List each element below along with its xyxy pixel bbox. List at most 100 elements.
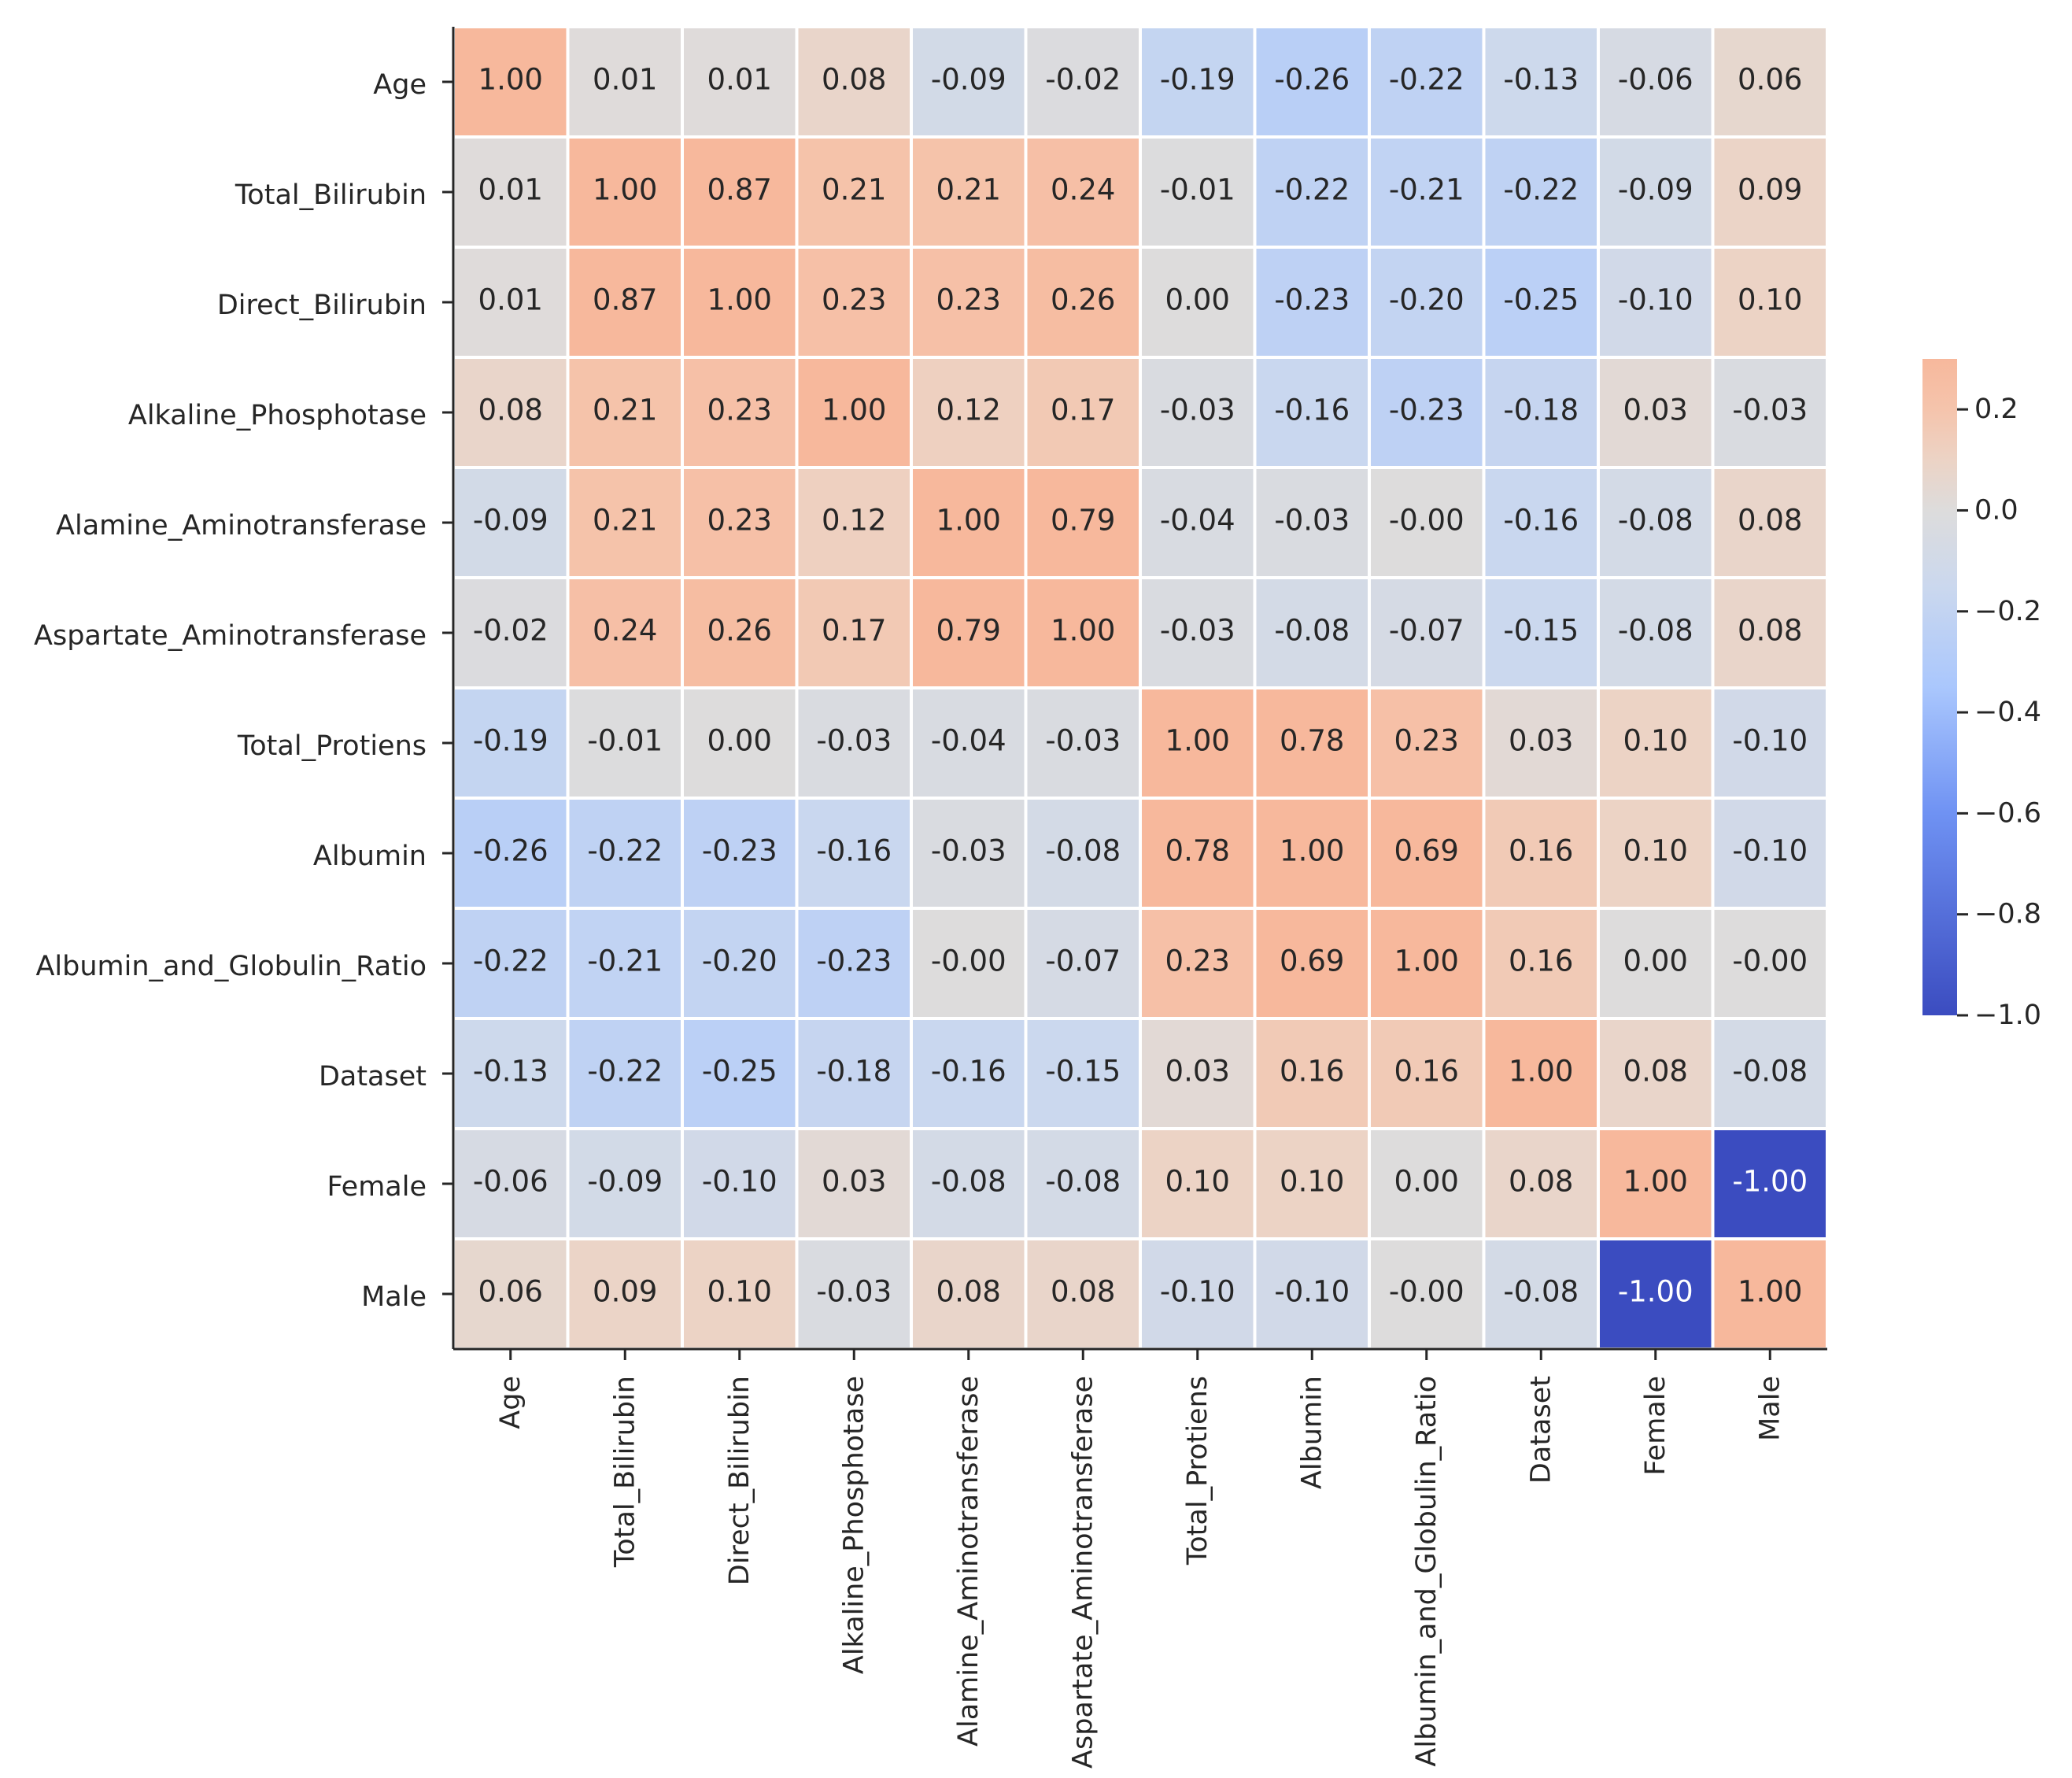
heatmap-cell-value: -0.21 <box>1389 173 1464 207</box>
x-tick-labels: Age Total_Bilirubin Direct_Bilirubin Alkali… <box>495 1376 1786 1769</box>
y-tick-label: Age <box>373 69 427 101</box>
heatmap-cell-value: -0.22 <box>473 944 548 978</box>
heatmap-cell-value: 0.10 <box>1623 724 1688 758</box>
heatmap-cell-value: -0.09 <box>931 63 1006 97</box>
heatmap-cell <box>1253 576 1371 689</box>
heatmap-cell-value: -0.16 <box>1274 394 1350 427</box>
heatmap-cell <box>795 1017 913 1130</box>
heatmap-cell-value: -0.25 <box>1503 283 1579 317</box>
heatmap-cell <box>1253 25 1371 139</box>
heatmap-cell-value: 0.87 <box>593 283 657 317</box>
colorbar-gradient <box>1922 359 1957 1015</box>
heatmap-cell <box>1368 686 1486 800</box>
x-tick-label: Male <box>1754 1376 1786 1441</box>
heatmap-cell <box>1139 135 1257 249</box>
heatmap-cell-value: -0.20 <box>1389 283 1464 317</box>
heatmap-cell <box>1253 466 1371 579</box>
heatmap-cell <box>1024 466 1142 579</box>
heatmap-cell <box>452 466 570 579</box>
heatmap-cell-value: -0.07 <box>1045 944 1121 978</box>
heatmap-cell <box>1711 25 1829 139</box>
heatmap-cell-value: 0.03 <box>1165 1055 1230 1089</box>
heatmap-cell-value: 1.00 <box>1051 614 1115 648</box>
heatmap-cell-value: 0.01 <box>478 283 543 317</box>
heatmap-cell <box>795 686 913 800</box>
heatmap-cell-value: 1.00 <box>1394 944 1459 978</box>
heatmap-cell-value: -0.01 <box>1160 173 1235 207</box>
heatmap-cell <box>681 907 799 1020</box>
heatmap-cell <box>1597 797 1715 910</box>
heatmap-cell <box>1024 576 1142 689</box>
heatmap-cell-value: -0.00 <box>931 944 1006 978</box>
heatmap-cell-value: -0.15 <box>1045 1055 1121 1089</box>
y-tick-label: Direct_Bilirubin <box>217 290 427 321</box>
heatmap-cell-value: -0.22 <box>1389 63 1464 97</box>
heatmap-cell-value: 1.00 <box>1165 724 1230 758</box>
heatmap-cells <box>452 25 1829 1351</box>
heatmap-cell-value: -0.03 <box>931 834 1006 868</box>
heatmap-cell <box>566 1017 684 1130</box>
y-tick-label: Alamine_Aminotransferase <box>56 510 427 542</box>
heatmap-cell-value: -0.16 <box>931 1055 1006 1089</box>
heatmap-cell <box>1139 797 1257 910</box>
heatmap-cell-value: 0.23 <box>822 283 886 317</box>
heatmap-cell-value: -0.26 <box>1274 63 1350 97</box>
y-tick-label: Dataset <box>319 1061 427 1092</box>
y-tick-label: Albumin <box>313 841 427 872</box>
colorbar-tick-label: −0.8 <box>1974 899 2041 930</box>
heatmap-cell-value: -0.10 <box>1732 834 1808 868</box>
heatmap-cell <box>1368 907 1486 1020</box>
heatmap-cell <box>452 686 570 800</box>
heatmap-cell-value: 0.79 <box>1051 504 1115 538</box>
heatmap-cell-value: -0.16 <box>816 834 892 868</box>
heatmap-cell <box>1711 576 1829 689</box>
heatmap-cell <box>1711 135 1829 249</box>
heatmap-cell-value: 0.06 <box>478 1275 543 1309</box>
heatmap-value-labels: 1.00 0.01 0.01 0.08 -0.09 -0.02 -0.19 -0.26 -0.2… <box>473 63 1808 1309</box>
heatmap-cell <box>1597 1127 1715 1240</box>
heatmap-cell-value: 1.00 <box>822 394 886 427</box>
heatmap-cell-value: 0.21 <box>822 173 886 207</box>
heatmap-cell-value: 0.21 <box>936 173 1001 207</box>
heatmap-cell-value: 0.23 <box>1394 724 1459 758</box>
heatmap-cell-value: -0.20 <box>702 944 777 978</box>
heatmap-cell <box>681 1127 799 1240</box>
colorbar-tick-label: 0.2 <box>1974 394 2018 425</box>
heatmap-cell-value: 0.10 <box>1165 1165 1230 1199</box>
heatmap-cell-value: -0.19 <box>1160 63 1235 97</box>
heatmap-cell <box>566 686 684 800</box>
heatmap-cell-value: 1.00 <box>1623 1165 1688 1199</box>
heatmap-cell-value: -0.22 <box>1274 173 1350 207</box>
heatmap-cell <box>1482 356 1600 469</box>
heatmap-cell-value: -0.08 <box>1618 614 1693 648</box>
heatmap-cell-value: 0.01 <box>707 63 772 97</box>
heatmap-cell-value: -0.08 <box>1045 1165 1121 1199</box>
heatmap-cell <box>1139 576 1257 689</box>
heatmap-cell-value: 0.03 <box>1623 394 1688 427</box>
heatmap-cell <box>1482 1237 1600 1351</box>
heatmap-cell <box>566 907 684 1020</box>
heatmap-cell <box>1024 25 1142 139</box>
heatmap-cell-value: 0.16 <box>1509 944 1573 978</box>
heatmap-cell-value: -0.18 <box>816 1055 892 1089</box>
heatmap-cell <box>795 797 913 910</box>
heatmap-cell <box>681 686 799 800</box>
heatmap-cell <box>1711 356 1829 469</box>
heatmap-cell-value: 0.01 <box>593 63 657 97</box>
heatmap-cell-value: -0.10 <box>1160 1275 1235 1309</box>
y-tick-labels: Age Total_Bilirubin Direct_Bilirubin Alkali… <box>34 69 427 1313</box>
heatmap-cell <box>1024 1127 1142 1240</box>
heatmap-cell-value: -0.08 <box>931 1165 1006 1199</box>
heatmap-cell-value: 0.12 <box>822 504 886 538</box>
heatmap-cell <box>1253 907 1371 1020</box>
heatmap-cell <box>1368 135 1486 249</box>
heatmap-cell <box>910 466 1028 579</box>
heatmap-cell-value: 0.06 <box>1738 63 1802 97</box>
heatmap-cell <box>795 576 913 689</box>
heatmap-cell-value: 0.10 <box>1280 1165 1344 1199</box>
heatmap-cell <box>1368 576 1486 689</box>
heatmap-cell <box>452 1127 570 1240</box>
heatmap-cell <box>1711 797 1829 910</box>
heatmap-cell-value: -0.03 <box>1160 394 1235 427</box>
